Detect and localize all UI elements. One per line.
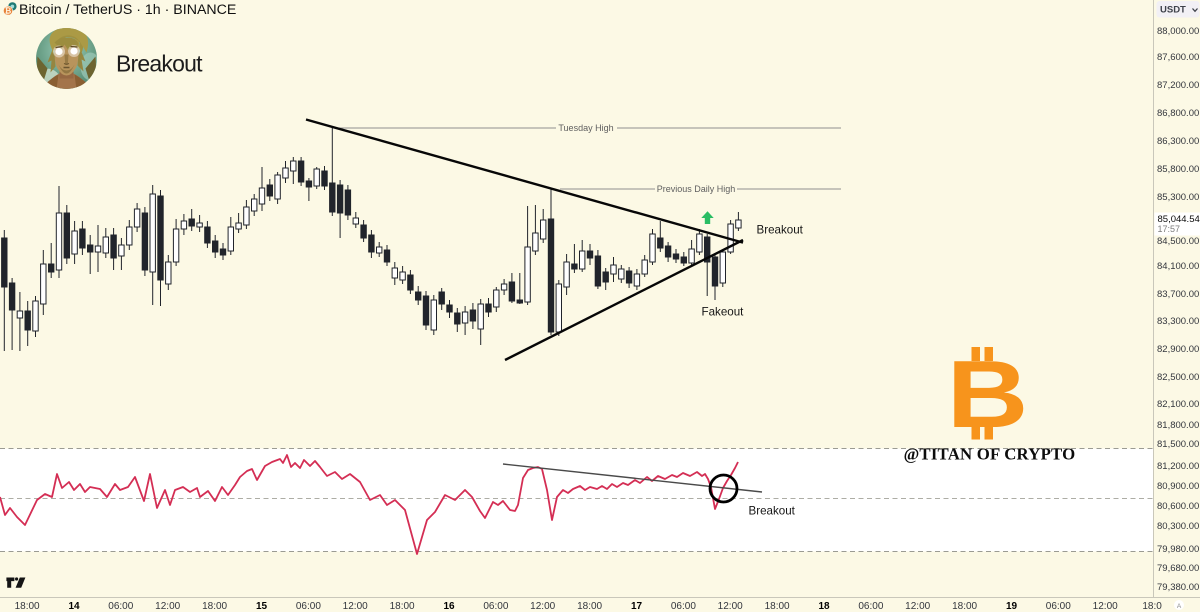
svg-text:18: 18 <box>818 601 830 612</box>
svg-text:12:00: 12:00 <box>905 601 930 612</box>
svg-text:06:00: 06:00 <box>483 601 508 612</box>
svg-text:87,600.00: 87,600.00 <box>1157 52 1199 63</box>
svg-text:18:00: 18:00 <box>577 601 602 612</box>
svg-text:06:00: 06:00 <box>671 601 696 612</box>
svg-text:06:00: 06:00 <box>1046 601 1071 612</box>
svg-text:85,044.54: 85,044.54 <box>1158 214 1200 225</box>
svg-text:A: A <box>1177 603 1182 610</box>
svg-text:82,900.00: 82,900.00 <box>1157 344 1199 355</box>
svg-text:79,680.00: 79,680.00 <box>1157 563 1199 574</box>
svg-text:80,600.00: 80,600.00 <box>1157 501 1199 512</box>
svg-text:18:0: 18:0 <box>1142 601 1162 612</box>
svg-text:87,200.00: 87,200.00 <box>1157 80 1199 91</box>
svg-text:USDT: USDT <box>1160 5 1186 16</box>
svg-text:18:00: 18:00 <box>952 601 977 612</box>
svg-text:81,800.00: 81,800.00 <box>1157 420 1199 431</box>
svg-text:06:00: 06:00 <box>108 601 133 612</box>
svg-text:12:00: 12:00 <box>1093 601 1118 612</box>
svg-text:Previous Daily High: Previous Daily High <box>657 184 736 194</box>
svg-text:83,300.00: 83,300.00 <box>1157 316 1199 327</box>
svg-text:12:00: 12:00 <box>530 601 555 612</box>
svg-text:₿: ₿ <box>5 7 12 16</box>
svg-text:06:00: 06:00 <box>858 601 883 612</box>
svg-text:85,800.00: 85,800.00 <box>1157 164 1199 175</box>
svg-text:82,500.00: 82,500.00 <box>1157 372 1199 383</box>
svg-text:81,200.00: 81,200.00 <box>1157 461 1199 472</box>
svg-text:Fakeout: Fakeout <box>702 306 745 319</box>
svg-text:79,380.00: 79,380.00 <box>1157 582 1199 593</box>
svg-text:81,500.00: 81,500.00 <box>1157 439 1199 450</box>
svg-text:82,100.00: 82,100.00 <box>1157 399 1199 410</box>
svg-text:@TITAN OF CRYPTO: @TITAN OF CRYPTO <box>904 445 1076 464</box>
svg-text:12:00: 12:00 <box>718 601 743 612</box>
svg-text:18:00: 18:00 <box>765 601 790 612</box>
svg-text:18:00: 18:00 <box>202 601 227 612</box>
svg-text:Breakout: Breakout <box>749 505 796 518</box>
svg-text:17: 17 <box>631 601 643 612</box>
svg-text:B: B <box>947 341 1029 448</box>
svg-text:Bitcoin / TetherUS · 1h · BINA: Bitcoin / TetherUS · 1h · BINANCE <box>19 2 236 18</box>
svg-text:06:00: 06:00 <box>296 601 321 612</box>
svg-text:16: 16 <box>443 601 455 612</box>
svg-text:88,000.00: 88,000.00 <box>1157 26 1199 37</box>
svg-text:83,700.00: 83,700.00 <box>1157 289 1199 300</box>
svg-text:Breakout: Breakout <box>757 224 804 237</box>
svg-text:86,300.00: 86,300.00 <box>1157 136 1199 147</box>
svg-text:14: 14 <box>68 601 80 612</box>
svg-text:80,300.00: 80,300.00 <box>1157 521 1199 532</box>
svg-text:18:00: 18:00 <box>390 601 415 612</box>
svg-text:84,500.00: 84,500.00 <box>1157 236 1199 247</box>
svg-text:Breakout: Breakout <box>116 51 203 77</box>
svg-text:80,900.00: 80,900.00 <box>1157 481 1199 492</box>
svg-text:17:57: 17:57 <box>1158 224 1181 234</box>
svg-text:86,800.00: 86,800.00 <box>1157 108 1199 119</box>
svg-text:12:00: 12:00 <box>155 601 180 612</box>
svg-text:Tuesday High: Tuesday High <box>558 123 613 133</box>
svg-text:18:00: 18:00 <box>15 601 40 612</box>
svg-text:84,100.00: 84,100.00 <box>1157 261 1199 272</box>
svg-text:12:00: 12:00 <box>343 601 368 612</box>
svg-text:85,300.00: 85,300.00 <box>1157 192 1199 203</box>
svg-text:19: 19 <box>1006 601 1018 612</box>
svg-text:79,980.00: 79,980.00 <box>1157 544 1199 555</box>
svg-text:15: 15 <box>256 601 268 612</box>
